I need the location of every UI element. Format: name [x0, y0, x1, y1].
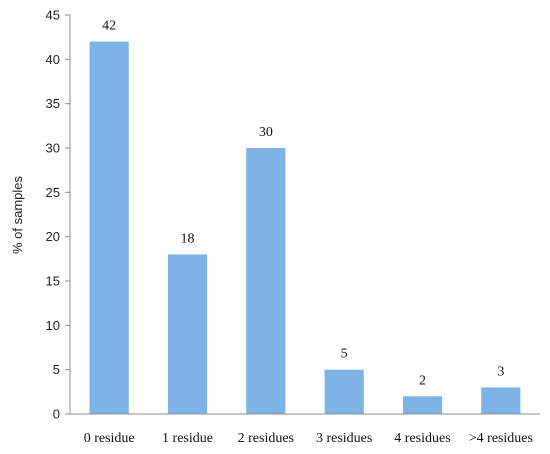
- labels-group: 42 0 residue 18 1 residue 30 2 residues 5 3 res…: [84, 19, 533, 446]
- y-tick-label-9: 45: [46, 8, 60, 23]
- bar-5: [481, 387, 521, 414]
- y-tick-label-2: 10: [46, 318, 60, 333]
- y-tick-label-6: 30: [46, 141, 60, 156]
- y-tick-label-7: 35: [46, 96, 60, 111]
- y-tick-label-8: 40: [46, 52, 60, 67]
- y-axis-title: % of samples: [10, 175, 25, 254]
- data-label-2: 30: [259, 125, 273, 140]
- data-label-0: 42: [102, 19, 116, 34]
- category-label-3: 3 residues: [316, 431, 372, 446]
- y-tick-label-3: 15: [46, 274, 60, 289]
- bar-1: [167, 254, 208, 414]
- data-label-1: 18: [181, 231, 195, 246]
- y-tick-label-4: 20: [46, 229, 60, 244]
- bar-0: [89, 41, 129, 414]
- data-label-3: 5: [341, 347, 348, 362]
- category-label-1: 1 residue: [162, 431, 213, 446]
- data-label-4: 2: [419, 373, 426, 388]
- category-label-2: 2 residues: [238, 431, 294, 446]
- bar-2: [246, 148, 286, 414]
- bar-4: [402, 396, 443, 414]
- y-tick-label-1: 5: [53, 362, 60, 377]
- data-label-5: 3: [497, 364, 504, 379]
- y-tick-label-5: 25: [46, 185, 60, 200]
- y-tick-label-0: 0: [53, 407, 60, 422]
- category-label-4: 4 residues: [394, 431, 450, 446]
- category-label-0: 0 residue: [84, 431, 135, 446]
- bars-group: [89, 41, 521, 414]
- category-label-5: >4 residues: [469, 431, 533, 446]
- bar-3: [324, 369, 364, 414]
